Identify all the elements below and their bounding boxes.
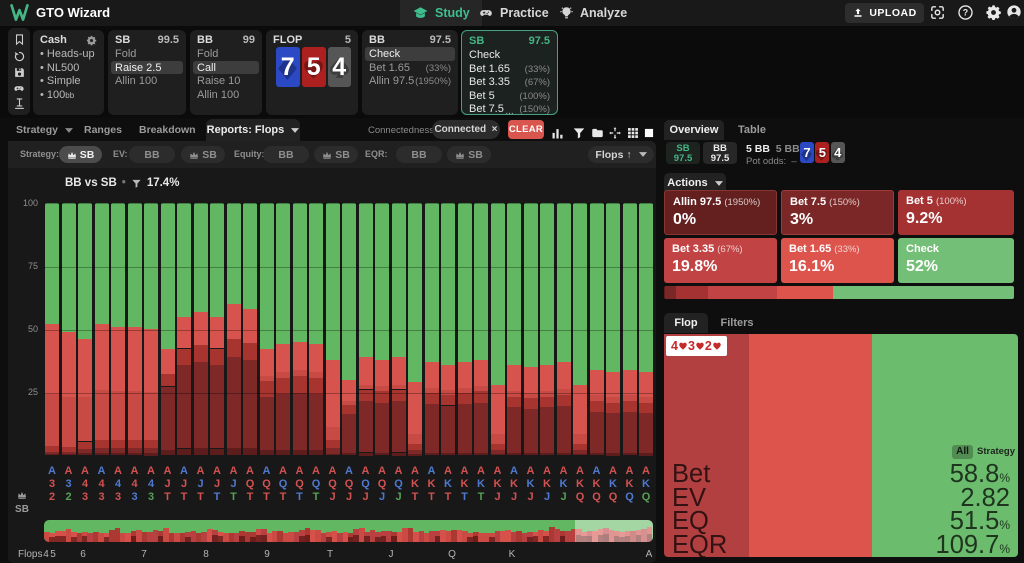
svg-text:?: ? [963, 8, 968, 18]
